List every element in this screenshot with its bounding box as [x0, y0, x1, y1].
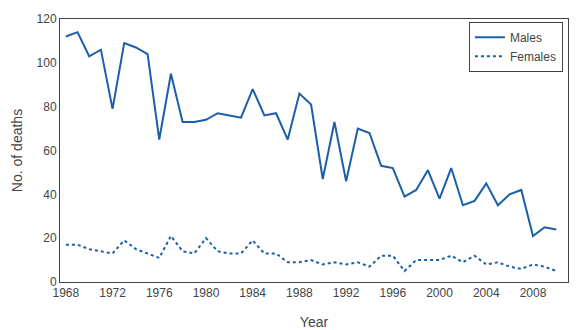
svg-text:2000: 2000 — [426, 286, 453, 300]
svg-text:1992: 1992 — [333, 286, 360, 300]
svg-text:Males: Males — [510, 31, 542, 45]
svg-text:60: 60 — [43, 144, 57, 158]
svg-text:80: 80 — [43, 100, 57, 114]
svg-text:No. of deaths: No. of deaths — [9, 109, 25, 192]
svg-text:1984: 1984 — [239, 286, 266, 300]
svg-text:Females: Females — [510, 50, 556, 64]
svg-text:1968: 1968 — [52, 286, 79, 300]
svg-text:1972: 1972 — [99, 286, 126, 300]
svg-text:1988: 1988 — [286, 286, 313, 300]
svg-text:20: 20 — [43, 231, 57, 245]
svg-text:2004: 2004 — [473, 286, 500, 300]
svg-text:40: 40 — [43, 188, 57, 202]
svg-text:120: 120 — [37, 12, 57, 26]
svg-text:100: 100 — [37, 56, 57, 70]
svg-text:0: 0 — [50, 275, 57, 289]
svg-text:2008: 2008 — [520, 286, 547, 300]
svg-text:1980: 1980 — [193, 286, 220, 300]
svg-text:1996: 1996 — [379, 286, 406, 300]
svg-text:Year: Year — [300, 314, 329, 330]
svg-text:1976: 1976 — [146, 286, 173, 300]
